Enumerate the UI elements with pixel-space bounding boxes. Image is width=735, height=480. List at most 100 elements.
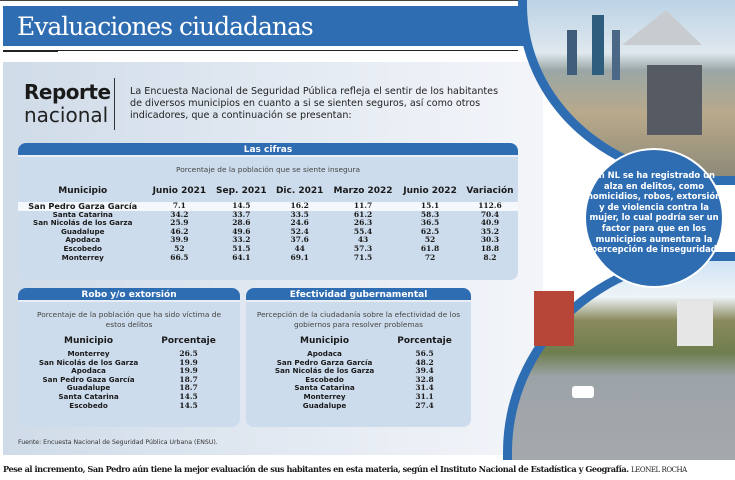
- value-cell: 7.1: [147, 201, 212, 211]
- value-cell: 61.2: [353, 209, 373, 219]
- value-cell: 18.7: [179, 383, 198, 393]
- table-row: Escobedo 52 51.5 44 57.3 61.8 18.8: [18, 243, 518, 254]
- table-row: Monterrey 26.5: [24, 349, 224, 359]
- value-cell: 14.5: [179, 400, 198, 410]
- header-bar: Evaluaciones ciudadanas: [3, 6, 543, 46]
- table-row: Santa Catarina 14.5: [24, 392, 224, 402]
- municipio-cell: Guadalupe: [302, 400, 347, 410]
- table-row: Guadalupe 18.7: [24, 384, 224, 393]
- value-cell: 35.2: [480, 226, 500, 236]
- value-cell: 37.6: [290, 235, 309, 245]
- column-header: Porcentaje: [397, 336, 452, 346]
- value-cell: 33.7: [232, 209, 251, 219]
- value-cell: 57.3: [353, 243, 373, 253]
- value-cell: 52: [174, 243, 185, 253]
- value-cell: 19.9: [179, 357, 198, 367]
- header-row: Municipio Porcentaje: [24, 336, 224, 346]
- source-note: Fuente: Encuesta Nacional de Seguridad P…: [18, 439, 218, 446]
- value-cell: 39.4: [415, 366, 434, 376]
- value-cell: 33.5: [290, 209, 309, 219]
- divider-accent: [3, 50, 58, 52]
- table-row: Guadalupe 46.2 49.6 52.4 55.4 62.5 35.2: [18, 226, 518, 237]
- municipio-cell: San Nicolás de los Garza: [274, 366, 375, 376]
- photo-caption: Pese al incremento, San Pedro aún tiene …: [3, 464, 733, 474]
- value-cell: 49.6: [232, 226, 251, 236]
- value-cell: 112.6: [461, 201, 518, 211]
- municipio-cell: San Pedro Gaza García: [42, 374, 135, 384]
- value-cell: 15.1: [398, 201, 462, 211]
- column-header: Sep. 2021: [216, 186, 267, 196]
- value-cell: 11.7: [327, 201, 399, 211]
- value-cell: 31.4: [415, 383, 434, 393]
- value-cell: 46.2: [170, 226, 189, 236]
- value-cell: 52.4: [290, 226, 309, 236]
- value-cell: 33.2: [232, 235, 251, 245]
- table-row: Monterrey 66.5 64.1 69.1 71.5 72 8.2: [18, 252, 518, 263]
- table-row: Santa Catarina 34.2 33.7 33.5 61.2 58.3 70.4: [18, 209, 518, 220]
- municipio-cell: San Nicolás de los Garza: [33, 218, 133, 228]
- municipio-cell: Apodaca: [65, 235, 101, 245]
- value-cell: 27.4: [415, 400, 434, 410]
- value-cell: 34.2: [170, 209, 189, 219]
- divider: [3, 50, 518, 51]
- municipio-cell: Guadalupe: [66, 383, 111, 393]
- value-cell: 18.8: [480, 243, 500, 253]
- robo-table: Municipio Porcentaje Monterrey 26.5 San Nico…: [24, 336, 224, 410]
- header-row: Municipio Junio 2021 Sep. 2021 Dic. 2021 Mar…: [18, 186, 518, 196]
- value-cell: 31.1: [415, 391, 434, 401]
- municipio-cell: Escobedo: [63, 243, 103, 253]
- value-cell: 61.8: [420, 243, 440, 253]
- table-row: Escobedo 32.8: [260, 374, 460, 385]
- robo-title: Robo y/o extorsión: [18, 288, 240, 302]
- cifras-title: Las cifras: [18, 143, 518, 157]
- cifras-subtitle: Porcentaje de la población que se siente…: [176, 165, 360, 174]
- efectividad-table: Municipio Porcentaje Apodaca 56.5 San Pedro …: [260, 336, 460, 410]
- value-cell: 62.5: [420, 226, 440, 236]
- municipio-cell: Monterrey: [61, 252, 104, 262]
- section-label-light: nacional: [24, 103, 109, 127]
- value-cell: 19.9: [179, 366, 198, 376]
- column-header: Marzo 2022: [333, 186, 393, 196]
- value-cell: 25.9: [170, 218, 189, 228]
- column-header: Porcentaje: [161, 336, 216, 346]
- table-row: Guadalupe 27.4: [260, 400, 460, 411]
- table-row: Santa Catarina 31.4: [260, 384, 460, 393]
- value-cell: 39.9: [170, 235, 189, 245]
- value-cell: 30.3: [480, 235, 500, 245]
- municipio-cell: Escobedo: [69, 400, 108, 410]
- callout-circle: En NL se ha registrado un alza en delito…: [586, 150, 722, 286]
- value-cell: 32.8: [415, 374, 434, 384]
- municipio-cell: Apodaca: [71, 366, 106, 376]
- municipio-cell: Escobedo: [305, 374, 344, 384]
- column-header: Dic. 2021: [275, 186, 324, 196]
- municipio-cell: Guadalupe: [61, 226, 105, 236]
- column-header: Variación: [466, 186, 514, 196]
- value-cell: 52: [424, 235, 436, 245]
- table-row: San Nicolás de los Garza 19.9: [24, 357, 224, 368]
- municipio-cell: San Pedro Garza García: [18, 202, 148, 211]
- value-cell: 16.2: [271, 201, 328, 211]
- value-cell: 28.6: [232, 218, 251, 228]
- municipio-cell: Santa Catarina: [294, 383, 355, 393]
- municipio-cell: San Pedro Garza García: [276, 357, 373, 367]
- cifras-box: Las cifras Porcentaje de la población qu…: [18, 143, 518, 280]
- value-cell: 26.5: [179, 349, 198, 358]
- value-cell: 40.9: [480, 218, 500, 228]
- table-row: San Pedro Garza García 7.1 14.5 16.2 11.7 15.…: [18, 201, 518, 211]
- value-cell: 55.4: [353, 226, 373, 236]
- value-cell: 72: [424, 252, 436, 262]
- efectividad-title: Efectividad gubernamental: [246, 288, 471, 302]
- page-title: Evaluaciones ciudadanas: [17, 12, 314, 41]
- municipio-cell: Monterrey: [67, 349, 110, 358]
- section-label-bold: Reporte: [24, 80, 111, 104]
- vertical-divider: [114, 78, 115, 130]
- caption-text: Pese al incremento, San Pedro aún tiene …: [3, 464, 629, 474]
- value-cell: 64.1: [232, 252, 251, 262]
- value-cell: 18.7: [179, 374, 198, 384]
- municipio-cell: Monterrey: [303, 391, 346, 401]
- intro-text: La Encuesta Nacional de Seguridad Públic…: [130, 86, 499, 121]
- value-cell: 71.5: [353, 252, 373, 262]
- table-row: Apodaca 56.5: [260, 349, 460, 359]
- value-cell: 70.4: [480, 209, 500, 219]
- header-row: Municipio Porcentaje: [260, 336, 460, 346]
